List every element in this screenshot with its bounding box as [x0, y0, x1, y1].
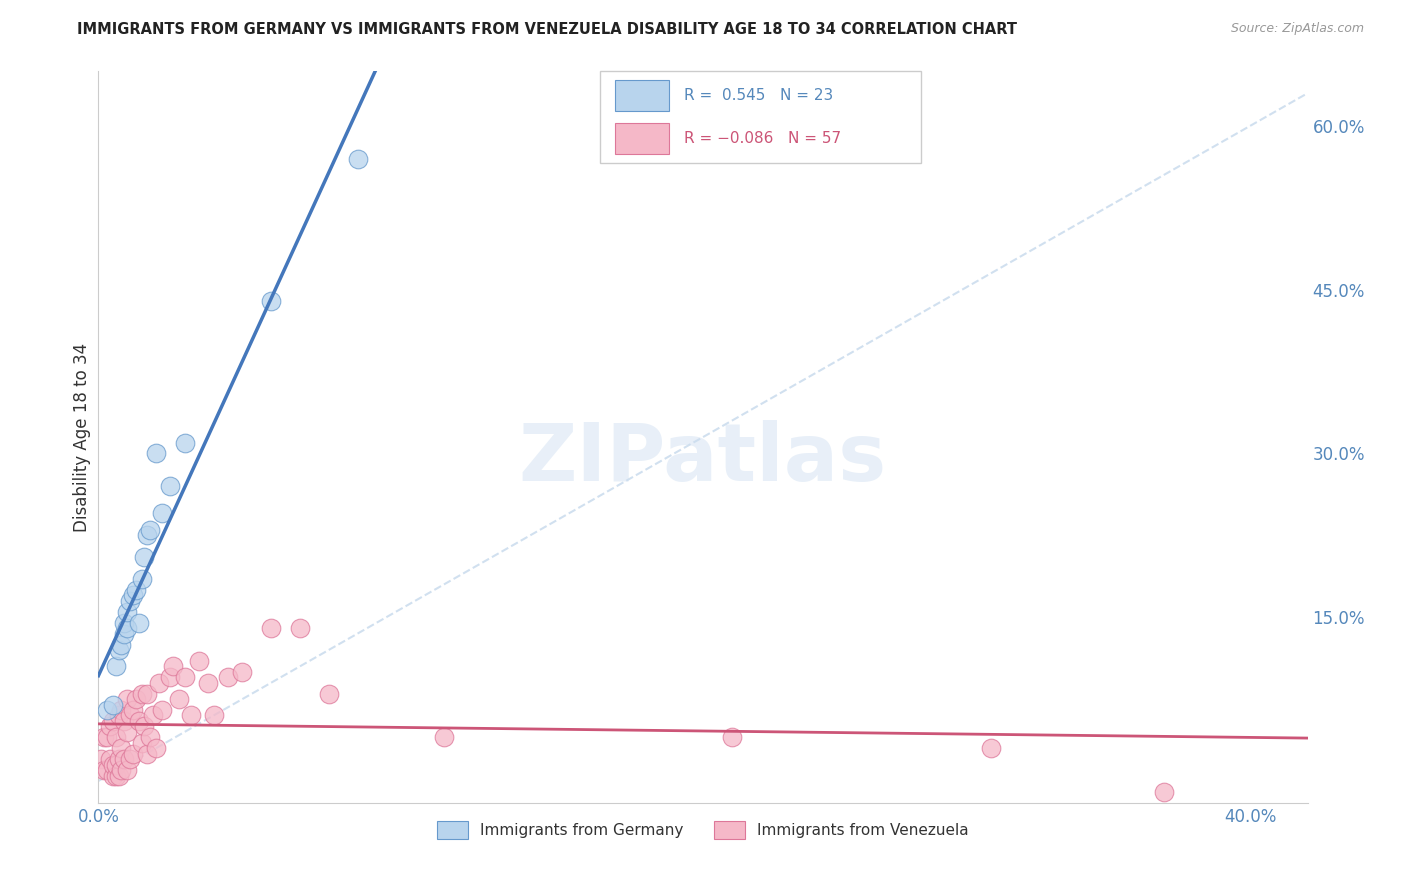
Point — [122, 588, 145, 602]
FancyBboxPatch shape — [614, 80, 669, 111]
Point — [131, 687, 153, 701]
Point — [93, 763, 115, 777]
Point — [101, 768, 124, 782]
Point — [104, 659, 127, 673]
Point — [136, 747, 159, 761]
Point — [96, 703, 118, 717]
Point — [720, 731, 742, 745]
Point — [159, 670, 181, 684]
Point — [110, 638, 132, 652]
Point — [107, 708, 129, 723]
Point — [112, 615, 135, 630]
Point — [145, 741, 167, 756]
Point — [318, 687, 340, 701]
Text: ZIPatlas: ZIPatlas — [519, 420, 887, 498]
Point — [104, 768, 127, 782]
Point — [107, 768, 129, 782]
Point — [260, 293, 283, 308]
Point — [107, 643, 129, 657]
Point — [139, 523, 162, 537]
Text: Source: ZipAtlas.com: Source: ZipAtlas.com — [1230, 22, 1364, 36]
Point — [197, 675, 219, 690]
Point — [173, 435, 195, 450]
Point — [125, 582, 148, 597]
Point — [107, 752, 129, 766]
Point — [134, 719, 156, 733]
Point — [150, 703, 173, 717]
Point — [131, 572, 153, 586]
Point — [288, 621, 311, 635]
Point — [120, 752, 142, 766]
Point — [104, 757, 127, 772]
FancyBboxPatch shape — [600, 71, 921, 163]
Y-axis label: Disability Age 18 to 34: Disability Age 18 to 34 — [73, 343, 91, 532]
Text: R =  0.545   N = 23: R = 0.545 N = 23 — [683, 88, 832, 103]
Point — [142, 708, 165, 723]
Point — [115, 724, 138, 739]
Point — [93, 731, 115, 745]
Point — [115, 692, 138, 706]
Point — [1153, 785, 1175, 799]
Point — [180, 708, 202, 723]
Point — [120, 708, 142, 723]
Point — [150, 507, 173, 521]
Point — [101, 714, 124, 728]
Point — [148, 675, 170, 690]
Point — [98, 719, 121, 733]
Point — [231, 665, 253, 679]
Text: IMMIGRANTS FROM GERMANY VS IMMIGRANTS FROM VENEZUELA DISABILITY AGE 18 TO 34 COR: IMMIGRANTS FROM GERMANY VS IMMIGRANTS FR… — [77, 22, 1018, 37]
Point — [145, 446, 167, 460]
Point — [346, 152, 368, 166]
Point — [115, 763, 138, 777]
FancyBboxPatch shape — [614, 123, 669, 154]
Point — [433, 731, 456, 745]
Point — [112, 626, 135, 640]
Point — [173, 670, 195, 684]
Point — [96, 763, 118, 777]
Legend: Immigrants from Germany, Immigrants from Venezuela: Immigrants from Germany, Immigrants from… — [430, 814, 976, 847]
Point — [136, 528, 159, 542]
Point — [139, 731, 162, 745]
Point — [110, 741, 132, 756]
Point — [217, 670, 239, 684]
Point — [110, 703, 132, 717]
Point — [104, 731, 127, 745]
Text: R = −0.086   N = 57: R = −0.086 N = 57 — [683, 131, 841, 146]
Point — [96, 731, 118, 745]
Point — [128, 615, 150, 630]
Point — [122, 703, 145, 717]
Point — [101, 757, 124, 772]
Point — [134, 550, 156, 565]
Point — [260, 621, 283, 635]
Point — [131, 736, 153, 750]
Point — [115, 621, 138, 635]
Point — [202, 708, 225, 723]
Point — [98, 752, 121, 766]
Point — [136, 687, 159, 701]
Point — [101, 698, 124, 712]
Point — [159, 479, 181, 493]
Point — [167, 692, 190, 706]
Point — [115, 605, 138, 619]
Point — [112, 714, 135, 728]
Point — [162, 659, 184, 673]
Point — [125, 692, 148, 706]
Point — [90, 752, 112, 766]
Point — [980, 741, 1002, 756]
Point — [128, 714, 150, 728]
Point — [120, 594, 142, 608]
Point — [122, 747, 145, 761]
Point — [188, 654, 211, 668]
Point — [110, 763, 132, 777]
Point — [112, 752, 135, 766]
